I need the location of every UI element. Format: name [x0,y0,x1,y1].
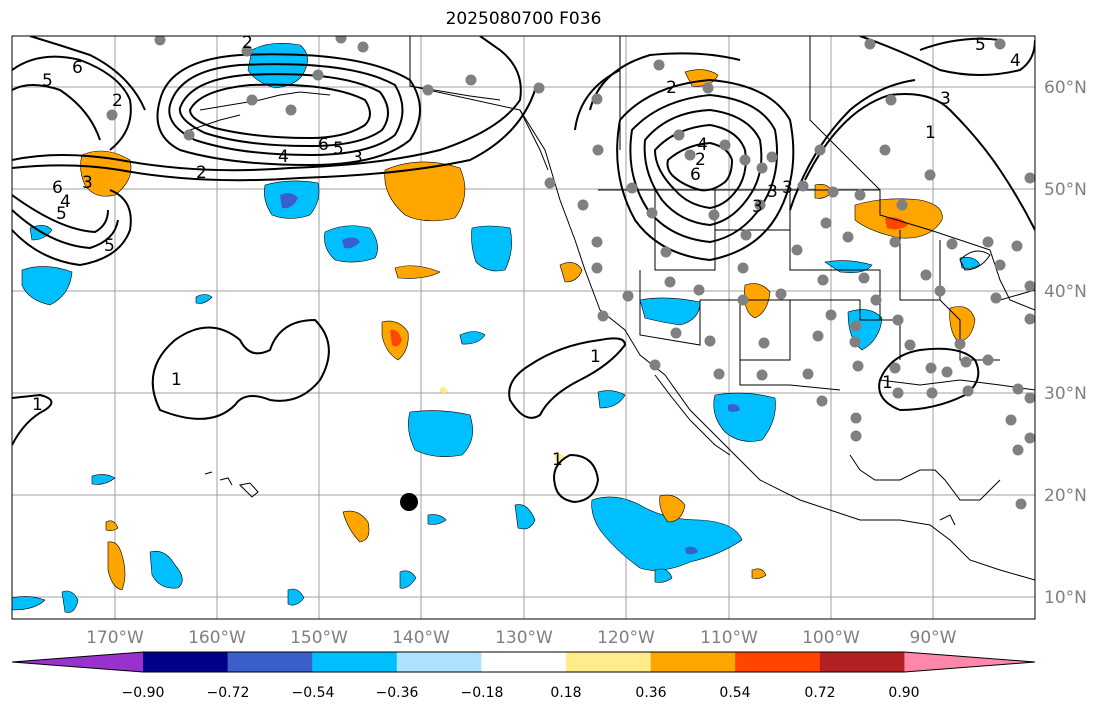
shaded-anomalies [12,43,981,613]
lon-label: 170°W [86,628,144,648]
contour-label: 2 [196,163,207,183]
map-title: 2025080700 F036 [445,9,602,29]
contour-label: 2 [695,150,706,170]
colorbar-tick-label: 0.36 [635,685,666,701]
contour-label: 4 [278,147,289,167]
contour-label: 3 [352,148,363,168]
lon-label: 120°W [597,628,655,648]
colorbar-segment [819,652,905,672]
lat-label: 20°N [1044,486,1087,506]
station-markers [106,36,1035,510]
contour-label: 5 [333,139,344,159]
colorbar-tick-label: −0.72 [207,685,250,701]
graticule [12,36,1035,619]
colorbar-tick-label: 0.54 [719,685,750,701]
longitude-labels: 170°W 160°W 150°W 140°W 130°W 120°W 110°… [86,628,957,648]
lat-label: 30°N [1044,384,1087,404]
colorbar-segment [143,652,229,672]
contour-label: 6 [72,58,83,78]
contour-label: 2 [242,33,253,53]
colorbar-tick-label: 0.18 [550,685,581,701]
colorbar-segment [735,652,821,672]
colorbar-segment [312,652,398,672]
colorbar-segment [650,652,736,672]
colorbar-segment [396,652,482,672]
lon-label: 110°W [700,628,758,648]
colorbar [11,651,1036,673]
contour-label: 5 [56,204,67,224]
lon-label: 140°W [392,628,450,648]
contour-labels: 2 6 5 2 4 6 5 3 2 6 5 4 3 5 1 1 1 1 2 4 … [32,33,1021,470]
map-frame [11,35,1036,620]
colorbar-outline [11,651,1036,673]
contour-label: 1 [590,347,601,367]
lat-label: 40°N [1044,282,1087,302]
contour-label: 1 [32,395,43,415]
colorbar-tick-label: 0.72 [804,685,835,701]
contour-label: 4 [1010,51,1021,71]
colorbar-extend-high [904,652,1035,672]
contour-label: 2 [112,91,123,111]
lon-label: 90°W [910,628,957,648]
contour-label: 5 [42,71,53,91]
lon-label: 150°W [290,628,348,648]
colorbar-tick-label: −0.18 [461,685,504,701]
contour-label: 3 [767,182,778,202]
contour-label: 1 [925,123,936,143]
colorbar-tick-label: 0.90 [888,685,919,701]
contour-label: 5 [104,236,115,256]
storm-center-marker [400,493,418,511]
colorbar-segment [566,652,652,672]
contour-label: 3 [82,173,93,193]
contour-label: 6 [52,178,63,198]
contour-label: 6 [690,165,701,185]
contour-label: 1 [171,370,182,390]
lat-label: 50°N [1044,180,1087,200]
colorbar-extend-low [12,652,143,672]
contour-label: 3 [940,89,951,109]
contour-label: 2 [666,78,677,98]
contour-label: 4 [60,192,71,212]
contour-label: 3 [782,178,793,198]
lat-label: 60°N [1044,78,1087,98]
contour-label: 5 [975,35,986,55]
lon-label: 100°W [802,628,860,648]
lat-label: 10°N [1044,588,1087,608]
colorbar-tick-label: −0.36 [376,685,419,701]
colorbar-tick-labels: −0.90 −0.72 −0.54 −0.36 −0.18 0.18 0.36 … [122,685,920,701]
colorbar-tick-label: −0.90 [122,685,165,701]
contour-label: 6 [318,135,329,155]
contour-label: 3 [752,197,763,217]
colorbar-tick-label: −0.54 [292,685,335,701]
contour-lines [12,36,1035,504]
contour-label: 1 [552,450,563,470]
latitude-labels: 60°N 50°N 40°N 30°N 20°N 10°N [1044,78,1087,608]
colorbar-segment [227,652,313,672]
contour-label: 4 [697,135,708,155]
colorbar-segment [481,652,567,672]
lon-label: 130°W [495,628,553,648]
contour-label: 1 [882,373,893,393]
lon-label: 160°W [188,628,246,648]
